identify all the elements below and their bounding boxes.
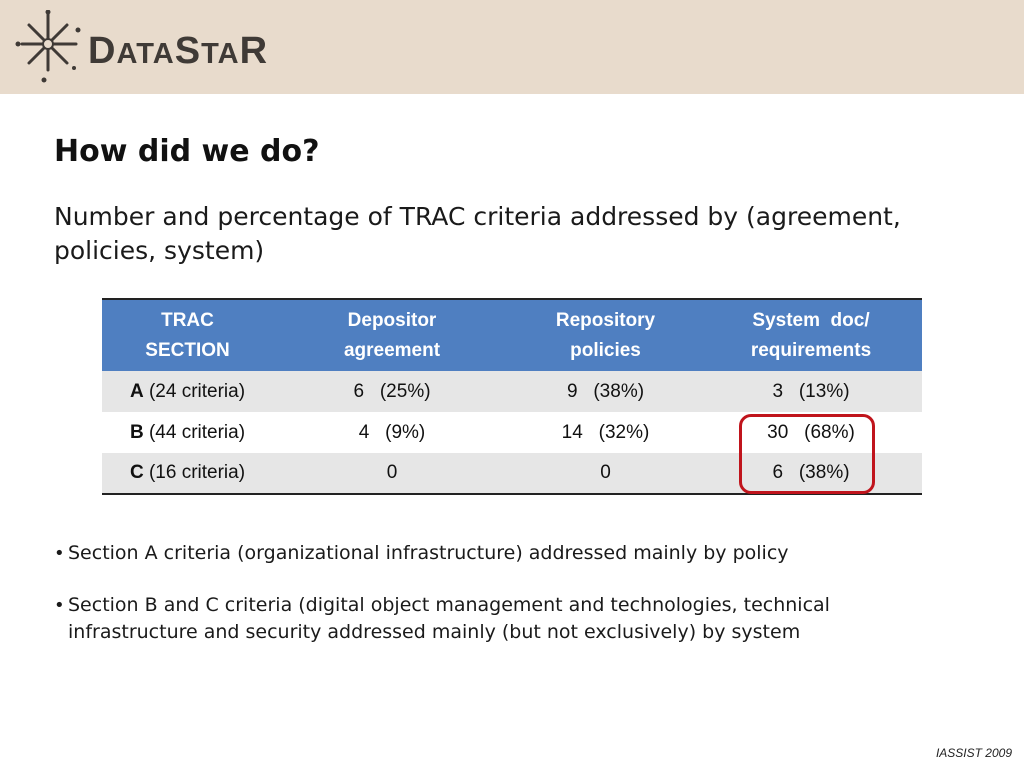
logo-wordmark: DATASTAR <box>88 30 269 72</box>
list-item: • Section A criteria (organizational inf… <box>54 540 954 567</box>
bullet-text: Section B and C criteria (digital object… <box>68 594 830 643</box>
bullet-text: Section A criteria (organizational infra… <box>68 542 789 564</box>
system-cell: 30 (68%) <box>700 412 922 453</box>
star-burst-icon <box>15 10 81 83</box>
table-row: C (16 criteria) 0 0 6 (38%) <box>102 453 922 494</box>
bullet-list: • Section A criteria (organizational inf… <box>54 540 954 671</box>
datastar-logo: DATASTAR <box>14 10 304 86</box>
bullet-marker: • <box>54 543 65 564</box>
depositor-cell: 4 (9%) <box>273 412 511 453</box>
column-header-trac-section: TRAC SECTION <box>102 299 273 371</box>
bullet-marker: • <box>54 595 65 616</box>
column-header-depositor-agreement: Depositor agreement <box>273 299 511 371</box>
system-cell: 3 (13%) <box>700 371 922 412</box>
table-header-row: TRAC SECTION Depositor agreement Repositor… <box>102 299 922 371</box>
trac-criteria-table: TRAC SECTION Depositor agreement Repositor… <box>102 298 922 495</box>
slide-subtitle: Number and percentage of TRAC criteria a… <box>54 202 901 265</box>
section-cell: B (44 criteria) <box>102 412 273 453</box>
depositor-cell: 6 (25%) <box>273 371 511 412</box>
slide-title: How did we do? <box>54 134 320 169</box>
footer-conference-label: IASSIST 2009 <box>935 746 1012 760</box>
table-row: A (24 criteria) 6 (25%) 9 (38%) 3 (13%) <box>102 371 922 412</box>
list-item: • Section B and C criteria (digital obje… <box>54 592 954 646</box>
policies-cell: 0 <box>511 453 700 494</box>
depositor-cell: 0 <box>273 453 511 494</box>
section-cell: C (16 criteria) <box>102 453 273 494</box>
column-header-system-doc: System doc/requirements <box>700 299 922 371</box>
policies-cell: 9 (38%) <box>511 371 700 412</box>
table-row: B (44 criteria) 4 (9%) 14 (32%) 30 (68%) <box>102 412 922 453</box>
column-header-repository-policies: Repository policies <box>511 299 700 371</box>
system-cell: 6 (38%) <box>700 453 922 494</box>
header-band: DATASTAR <box>0 0 1024 94</box>
section-cell: A (24 criteria) <box>102 371 273 412</box>
policies-cell: 14 (32%) <box>511 412 700 453</box>
trac-table-container: TRAC SECTION Depositor agreement Repositor… <box>102 298 922 495</box>
